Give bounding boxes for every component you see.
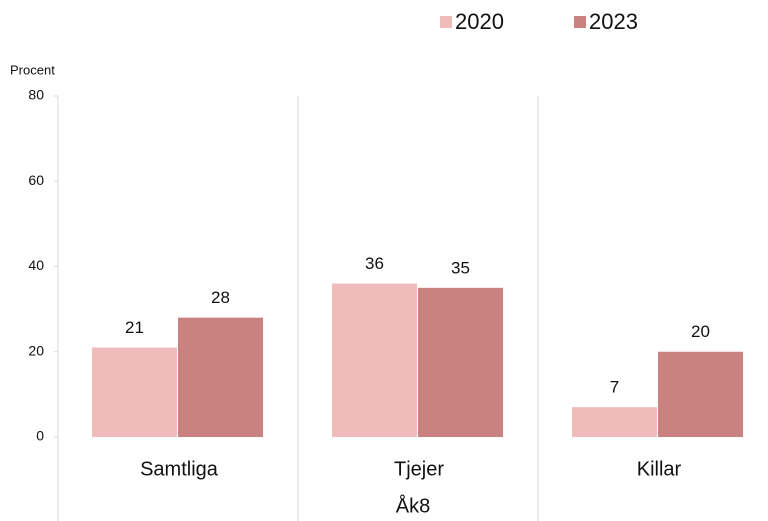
x-tick-label: Killar (637, 458, 682, 480)
legend-swatch (440, 16, 452, 28)
bar (178, 317, 263, 437)
legend-swatch (574, 16, 586, 28)
y-tick-label: 20 (28, 342, 44, 358)
data-label: 21 (125, 318, 144, 337)
data-label: 20 (691, 322, 710, 341)
bar (572, 407, 657, 437)
x-axis-label: Åk8 (396, 494, 430, 517)
legend-label: 2020 (455, 9, 504, 34)
y-tick-label: 0 (36, 428, 44, 444)
x-tick-label: Tjejer (394, 458, 444, 480)
data-label: 35 (451, 258, 470, 277)
bar (92, 347, 177, 437)
bar (658, 351, 743, 437)
y-axis-label: Procent (10, 62, 55, 77)
x-tick-label: Samtliga (140, 458, 219, 480)
y-tick-label: 60 (28, 172, 44, 188)
legend-label: 2023 (589, 9, 638, 34)
bar (332, 283, 417, 437)
y-tick-label: 80 (28, 87, 44, 103)
data-label: 7 (610, 378, 619, 397)
y-tick-label: 40 (28, 257, 44, 273)
data-label: 36 (365, 254, 384, 273)
bar (418, 287, 503, 437)
data-label: 28 (211, 288, 230, 307)
